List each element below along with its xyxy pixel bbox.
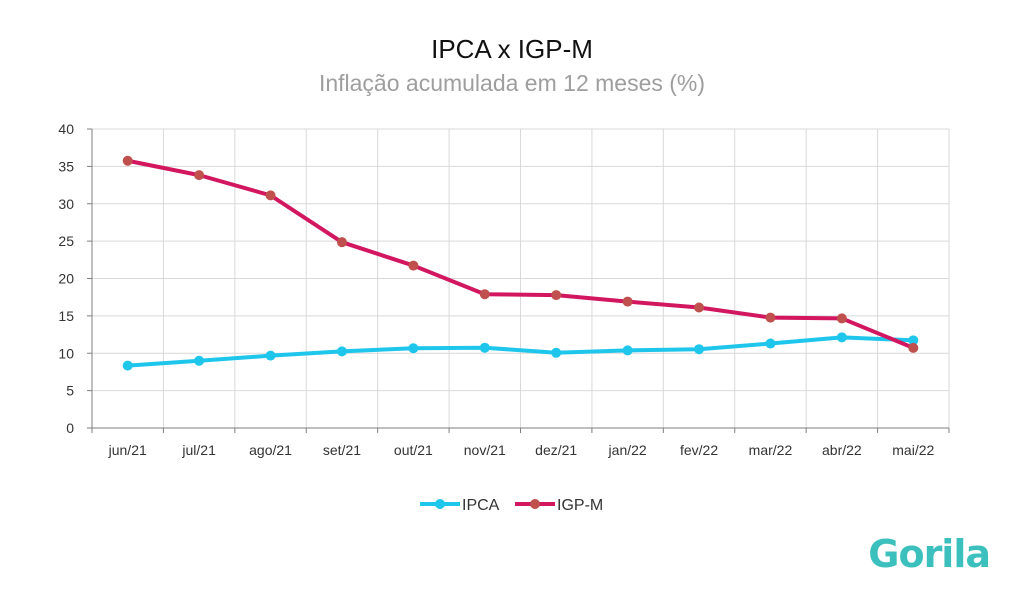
- y-tick-label: 5: [66, 383, 74, 399]
- data-point: [694, 302, 705, 313]
- data-point: [265, 350, 276, 361]
- data-point: [551, 347, 562, 358]
- y-tick-label: 30: [58, 196, 74, 212]
- data-point: [194, 355, 205, 366]
- data-point: [836, 313, 847, 324]
- legend-label: IPCA: [462, 497, 500, 514]
- y-tick-label: 25: [58, 233, 74, 249]
- data-point: [122, 155, 133, 166]
- legend-label: IGP-M: [557, 497, 603, 514]
- data-point: [336, 346, 347, 357]
- x-tick-label: mar/22: [749, 442, 793, 458]
- grid-lines: [92, 128, 950, 428]
- legend-swatch-marker: [435, 499, 445, 509]
- x-tick-label: mai/22: [892, 442, 934, 458]
- data-point: [694, 344, 705, 355]
- data-point: [408, 260, 419, 271]
- data-point: [908, 335, 919, 346]
- data-point: [908, 342, 919, 353]
- y-tick-label: 35: [58, 158, 74, 174]
- x-tick-label: nov/21: [464, 442, 506, 458]
- data-point: [765, 312, 776, 323]
- x-tick-label: jul/21: [181, 442, 216, 458]
- data-point: [479, 342, 490, 353]
- data-point: [622, 296, 633, 307]
- x-tick-label: dez/21: [535, 442, 577, 458]
- x-tick-label: ago/21: [249, 442, 292, 458]
- x-tick-label: abr/22: [822, 442, 862, 458]
- legend-item-igp-m: IGP-M: [515, 497, 603, 514]
- x-tick-label: jan/22: [608, 442, 647, 458]
- axes: 0 5 10 15 20 25 30 35 40 jun/21 jul/21 ago/21 set/21…: [58, 121, 950, 458]
- legend-swatch-marker: [530, 499, 540, 509]
- legend: IPCA IGP-M: [420, 497, 603, 514]
- series-line: [125, 158, 916, 350]
- legend-item-ipca: IPCA: [420, 497, 500, 514]
- data-point: [551, 290, 562, 301]
- data-point: [194, 170, 205, 181]
- y-tick-label: 20: [58, 271, 74, 287]
- y-tick-label: 10: [58, 345, 74, 361]
- chart-title: IPCA x IGP-M: [431, 34, 593, 64]
- y-tick-label: 15: [58, 308, 74, 324]
- data-point: [408, 343, 419, 354]
- data-point: [336, 237, 347, 248]
- gorila-logo: Gorila: [868, 532, 991, 576]
- series-layer: [122, 155, 919, 371]
- data-point: [622, 345, 633, 356]
- series-line: [125, 335, 916, 368]
- x-tick-label: out/21: [394, 442, 433, 458]
- series-igp-m: [122, 155, 919, 353]
- x-tick-label: set/21: [323, 442, 361, 458]
- y-tick-label: 40: [58, 121, 74, 137]
- data-point: [836, 332, 847, 343]
- data-point: [765, 338, 776, 349]
- y-tick-label: 0: [66, 420, 74, 436]
- data-point: [479, 289, 490, 300]
- data-point: [122, 360, 133, 371]
- data-point: [265, 190, 276, 201]
- x-tick-label: jun/21: [108, 442, 147, 458]
- x-tick-label: fev/22: [680, 442, 718, 458]
- chart-subtitle: Inflação acumulada em 12 meses (%): [318, 70, 706, 96]
- series-ipca: [122, 332, 919, 371]
